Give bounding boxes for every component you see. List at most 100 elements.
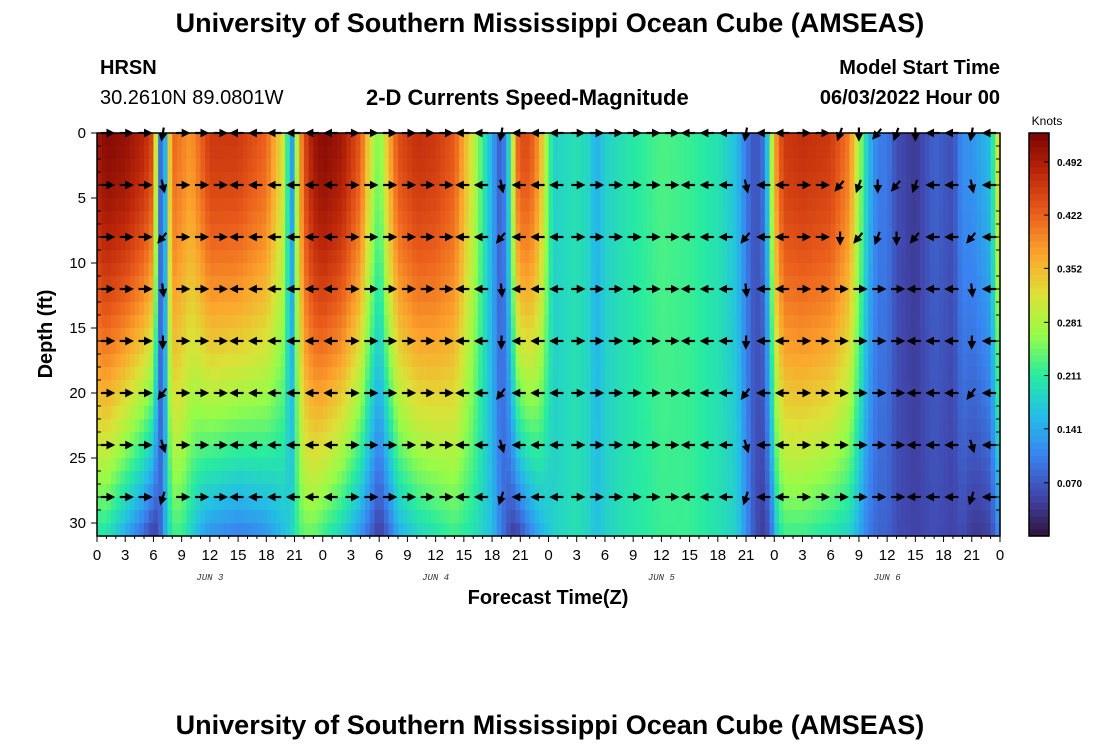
heatmap-cell [219,354,225,368]
heatmap-cell [355,471,361,485]
heatmap-cell [816,250,822,264]
heatmap-cell [256,146,263,160]
heatmap-cell [214,523,220,537]
heatmap-cell [336,497,343,511]
heatmap-cell [106,510,112,524]
heatmap-cell [153,133,159,147]
heatmap-cell [628,302,634,316]
heatmap-cell [477,276,484,290]
heatmap-cell [473,484,479,498]
heatmap-cell [313,367,319,381]
heatmap-cell [548,315,554,329]
heatmap-cell [793,510,799,524]
heatmap-cell [101,237,107,251]
heatmap-cell [247,302,253,316]
heatmap-cell [139,523,145,537]
heatmap-cell [252,302,258,316]
heatmap-cell [97,445,103,459]
heatmap-cell [412,380,418,394]
heatmap-cell [529,276,535,290]
heatmap-cell [106,302,112,316]
heatmap-cell [125,302,131,316]
heatmap-cell [191,341,197,355]
heatmap-cell [158,237,164,251]
heatmap-cell [708,445,714,459]
heatmap-cell [741,484,747,498]
heatmap-cell [369,341,376,355]
heatmap-cell [783,263,789,277]
heatmap-cell [548,419,554,433]
heatmap-cell [421,146,427,160]
heatmap-cell [336,146,343,160]
heatmap-cell [336,445,343,459]
heatmap-cell [656,510,662,524]
heatmap-cell [727,185,733,199]
heatmap-cell [736,146,742,160]
heatmap-cell [205,341,211,355]
heatmap-cell [308,289,314,303]
heatmap-cell [684,159,691,173]
heatmap-cell [619,445,625,459]
heatmap-cell [633,471,639,485]
heatmap-cell [496,224,503,238]
heatmap-cell [468,380,474,394]
heatmap-cell [144,471,150,485]
heatmap-cell [539,419,545,433]
heatmap-cell [774,328,780,342]
heatmap-cell [586,289,592,303]
heatmap-cell [515,458,521,472]
heatmap-cell [529,510,535,524]
heatmap-cell [844,393,851,407]
heatmap-cell [821,276,827,290]
heatmap-cell [510,198,517,212]
heatmap-cell [628,224,634,238]
heatmap-cell [849,328,855,342]
heatmap-cell [628,393,634,407]
heatmap-cell [477,367,484,381]
heatmap-cell [684,146,691,160]
heatmap-cell [703,185,709,199]
heatmap-cell [689,432,695,446]
heatmap-cell [680,289,686,303]
heatmap-cell [802,497,808,511]
heatmap-cell [760,237,766,251]
heatmap-cell [473,146,479,160]
heatmap-cell [595,328,601,342]
heatmap-cell [774,523,780,537]
heatmap-cell [449,458,456,472]
heatmap-cell [228,471,234,485]
heatmap-cell [590,302,597,316]
heatmap-cell [661,159,667,173]
heatmap-cell [172,172,178,186]
heatmap-cell [191,146,197,160]
heatmap-cell [393,172,399,186]
heatmap-cell [289,198,296,212]
heatmap-cell [388,237,394,251]
heatmap-cell [158,172,164,186]
heatmap-cell [590,380,597,394]
heatmap-cell [774,406,780,420]
heatmap-cell [562,510,568,524]
heatmap-cell [628,484,634,498]
heatmap-cell [637,523,644,537]
heatmap-cell [172,458,178,472]
heatmap-cell [346,367,352,381]
heatmap-cell [802,406,808,420]
heatmap-cell [139,328,145,342]
heatmap-cell [407,289,413,303]
heatmap-cell [713,354,719,368]
heatmap-cell [162,380,169,394]
heatmap-cell [341,510,347,524]
heatmap-cell [520,211,526,225]
heatmap-cell [233,497,239,511]
heatmap-cell [727,328,733,342]
heatmap-cell [162,367,169,381]
heatmap-cell [557,172,564,186]
heatmap-cell [802,510,808,524]
heatmap-cell [256,341,263,355]
heatmap-cell [670,172,677,186]
heatmap-cell [487,393,493,407]
heatmap-cell [398,523,404,537]
heatmap-cell [426,263,432,277]
heatmap-cell [539,471,545,485]
